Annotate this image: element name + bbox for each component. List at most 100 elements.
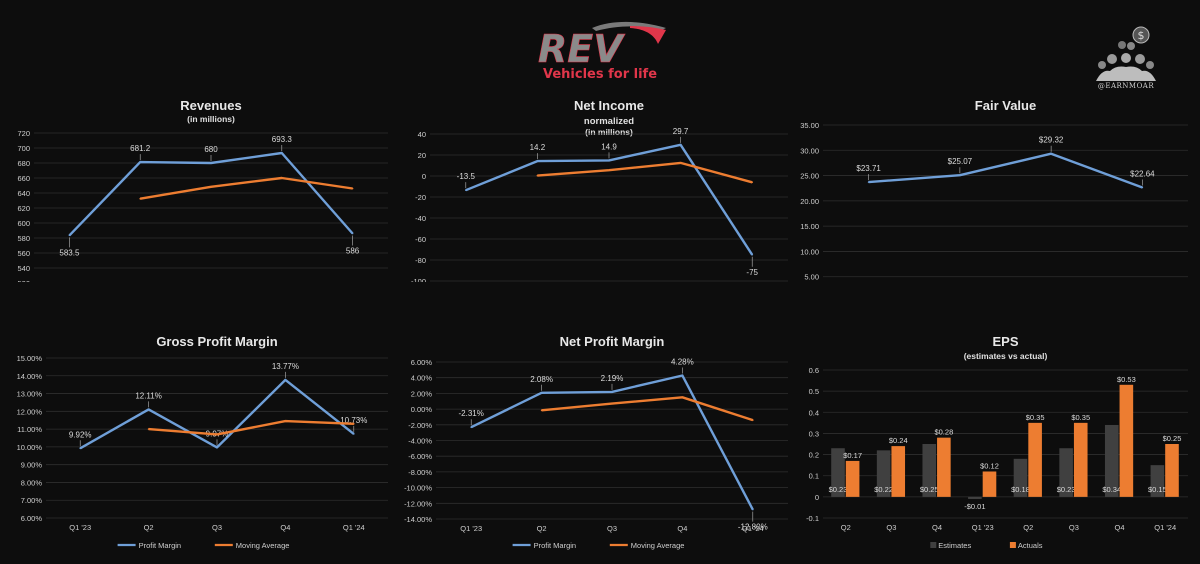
y-tick-label: 12.00% <box>17 407 43 416</box>
y-tick-label: 40 <box>418 130 426 139</box>
y-tick-label: -6.00% <box>408 452 432 461</box>
y-tick-label: -14.00% <box>404 515 432 524</box>
net-profit-margin-chart: Net Profit Margin -14.00% -12.00% -10.00% -8… <box>400 282 800 564</box>
y-tick-label: 620 <box>17 204 30 213</box>
data-point <box>147 408 150 411</box>
series-line-1 <box>148 419 354 436</box>
data-label: 2.08% <box>530 375 553 384</box>
data-point <box>139 197 141 200</box>
legend-label: Profit Margin <box>534 541 577 550</box>
bar-actual <box>1165 444 1179 497</box>
chart-subtitle: normalized <box>584 116 634 127</box>
y-tick-label: 11.00% <box>17 425 42 434</box>
y-tick-label: 540 <box>17 264 30 273</box>
data-point <box>1141 186 1144 189</box>
x-tick-label: Q3 <box>212 523 222 532</box>
data-point <box>465 189 467 191</box>
y-tick-label: 6.00% <box>21 514 43 523</box>
x-tick-label: Q4 <box>280 523 290 532</box>
data-label: $0.53 <box>1117 375 1136 384</box>
y-tick-label: -10.00% <box>404 484 432 493</box>
data-point <box>210 186 212 188</box>
y-tick-label: 0.4 <box>809 408 819 417</box>
data-label: $0.18 <box>1011 485 1030 494</box>
y-tick-label: 20.00 <box>800 197 819 206</box>
series-line-1 <box>537 161 753 184</box>
x-tick-label: Q2 <box>1023 523 1033 532</box>
data-point <box>68 234 71 237</box>
data-label: -13.5 <box>457 172 476 181</box>
data-label: $0.23 <box>1057 485 1076 494</box>
y-tick-label: -40 <box>415 214 426 223</box>
earnmoar-watermark: $ @EARNMOAR <box>1092 25 1160 97</box>
x-tick-label: Q3 <box>607 524 617 533</box>
x-tick-label: Q2 <box>144 523 154 532</box>
y-tick-label: 7.00% <box>21 496 43 505</box>
y-tick-label: -12.00% <box>404 499 432 508</box>
gross-profit-margin-chart: Gross Profit Margin 6.00% 7.00% 8.00% 9.00% 1… <box>0 282 400 564</box>
y-tick-label: 600 <box>17 219 30 228</box>
y-tick-label: 9.00% <box>21 461 43 470</box>
chart-title: EPS <box>992 334 1018 349</box>
data-point <box>679 144 682 146</box>
y-tick-label: 0.3 <box>809 429 819 438</box>
data-point <box>284 379 287 381</box>
y-tick-label: 14.00% <box>17 372 43 381</box>
chart-subtitle: (in millions) <box>585 127 633 137</box>
bar-estimate <box>968 496 982 499</box>
data-label: 14.2 <box>530 143 546 152</box>
data-label: $22.64 <box>1130 170 1155 179</box>
data-point <box>611 391 613 393</box>
data-label: -$0.01 <box>964 502 985 511</box>
legend-label: Moving Average <box>236 541 290 550</box>
legend-label: Profit Margin <box>139 541 182 550</box>
y-tick-label: 0.2 <box>809 451 819 460</box>
series-line-0 <box>465 143 754 256</box>
data-label: 680 <box>204 145 218 154</box>
data-label: 9.92% <box>69 430 92 439</box>
bar-estimate <box>1150 465 1165 497</box>
y-tick-label: 680 <box>17 159 30 168</box>
bar-estimate <box>922 444 937 497</box>
data-point <box>751 253 753 256</box>
data-point <box>79 447 81 450</box>
y-tick-label: 520 <box>17 279 30 282</box>
bar-actual <box>891 446 906 497</box>
y-tick-label: 0.6 <box>809 366 819 375</box>
y-tick-label: 15.00% <box>17 354 43 363</box>
x-tick-label: Q1 '24 <box>1154 523 1176 532</box>
y-tick-label: -20 <box>415 193 426 202</box>
y-tick-label: 560 <box>17 249 30 258</box>
y-tick-label: 580 <box>17 234 30 243</box>
bar-estimate <box>1013 458 1028 497</box>
earnmoar-label: @EARNMOAR <box>1097 82 1155 90</box>
data-label: 14.9 <box>601 142 617 151</box>
rev-logo: REV Vehicles for life <box>530 20 690 90</box>
series-line-1 <box>541 396 754 422</box>
x-tick-label: Q1 '24 <box>742 524 764 533</box>
x-tick-label: Q1 '23 <box>972 523 994 532</box>
bar-actual <box>1119 384 1134 497</box>
data-point <box>540 391 543 394</box>
eps-plot: EPS (estimates vs actual) -0.1 0 0.1 0.2 0.3 0.… <box>806 334 1188 550</box>
y-tick-label: 4.00% <box>411 374 433 383</box>
chart-title: Net Income <box>574 98 644 113</box>
y-tick-label: -100 <box>411 277 426 282</box>
y-tick-label: 15.00 <box>800 222 819 231</box>
legend-swatch <box>1009 542 1016 548</box>
y-tick-label: 35.00 <box>800 121 819 130</box>
data-point <box>679 162 682 164</box>
fair-value-chart: Fair Value0.005.0010.0015.0020.0025.0030… <box>800 0 1200 282</box>
gross-profit-margin-plot: Gross Profit Margin 6.00% 7.00% 8.00% 9.00% 1… <box>17 334 388 550</box>
data-point <box>681 396 684 399</box>
y-tick-label: 0.1 <box>809 472 819 481</box>
legend-swatch <box>930 542 937 548</box>
data-label: -2.31% <box>459 409 484 418</box>
data-point <box>681 374 684 377</box>
legend-label: Moving Average <box>631 541 685 550</box>
brand-tagline: Vehicles for life <box>542 67 658 82</box>
series-line-0 <box>868 152 1143 189</box>
chart-title: Fair Value <box>975 98 1036 113</box>
x-tick-label: Q1 '23 <box>69 523 91 532</box>
net-income-chart: Net Income normalized (in millions) -100 -80… <box>400 0 800 282</box>
